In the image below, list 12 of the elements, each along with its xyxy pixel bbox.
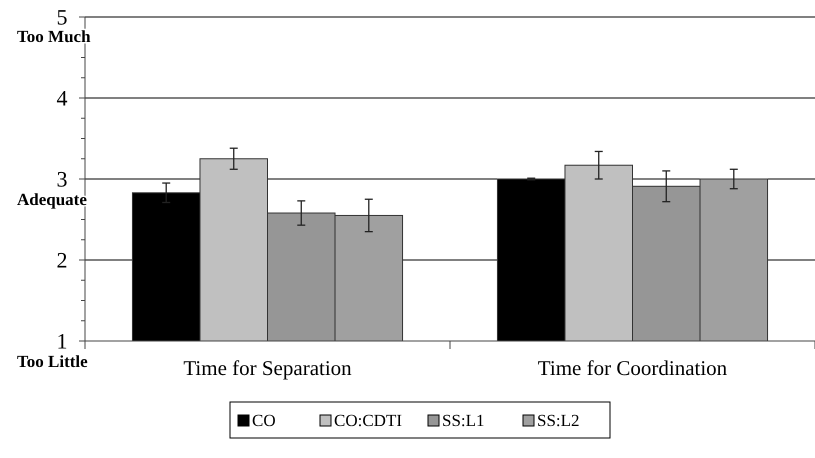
legend-label: CO <box>252 411 276 430</box>
y-tick-label: 5 <box>56 4 68 30</box>
y-tick-label: 1 <box>56 328 68 354</box>
y-tick-label: 2 <box>56 248 68 273</box>
x-tick-label: Time for Coordination <box>538 356 728 380</box>
y-tick-label: 3 <box>56 166 68 192</box>
legend-label: SS:L1 <box>442 411 485 430</box>
legend-label: CO:CDTI <box>334 411 402 430</box>
text: Too Little <box>17 352 88 371</box>
y-tick-label: 4 <box>56 86 68 111</box>
legend-label: SS:L2 <box>537 411 580 430</box>
x-tick-label: Time for Separation <box>183 356 352 380</box>
